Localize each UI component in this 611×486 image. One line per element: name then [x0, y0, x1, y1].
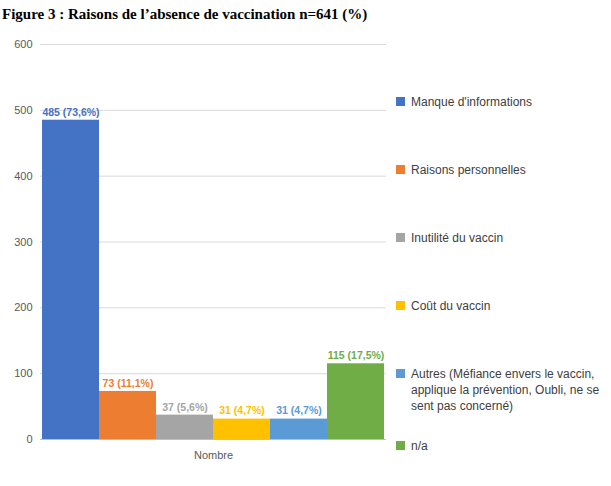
svg-text:400: 400	[14, 170, 32, 182]
svg-text:0: 0	[26, 433, 32, 445]
html-text:n/a: n/a	[411, 439, 428, 453]
svg-text:200: 200	[14, 301, 32, 313]
html-text:Figure 3 : Raisons de l’absenc: Figure 3 : Raisons de l’absence de vacci…	[2, 6, 368, 22]
html-text:Inutilité du vaccin: Inutilité du vaccin	[411, 231, 504, 245]
svg-text:500: 500	[14, 104, 32, 116]
html-text:Coût du vaccin: Coût du vaccin	[411, 299, 491, 313]
svg-text:31 (4,7%): 31 (4,7%)	[276, 404, 322, 416]
svg-text:37 (5,6%): 37 (5,6%)	[162, 401, 208, 413]
svg-text:Nombre: Nombre	[194, 449, 233, 461]
svg-text:73 (11,1%): 73 (11,1%)	[103, 377, 154, 389]
html-text:Autres (Méfiance envers le vac: Autres (Méfiance envers le vaccin, appli…	[411, 367, 600, 413]
svg-text:600: 600	[14, 38, 32, 50]
html-text:Manque d'informations: Manque d'informations	[411, 95, 532, 109]
svg-text:31 (4,7%): 31 (4,7%)	[219, 404, 265, 416]
svg-text:115 (17,5%): 115 (17,5%)	[328, 349, 385, 361]
svg-text:300: 300	[14, 236, 32, 248]
svg-text:485 (73,6%): 485 (73,6%)	[42, 106, 99, 118]
svg-text:100: 100	[14, 367, 32, 379]
html-text:Raisons personnelles: Raisons personnelles	[411, 163, 526, 177]
